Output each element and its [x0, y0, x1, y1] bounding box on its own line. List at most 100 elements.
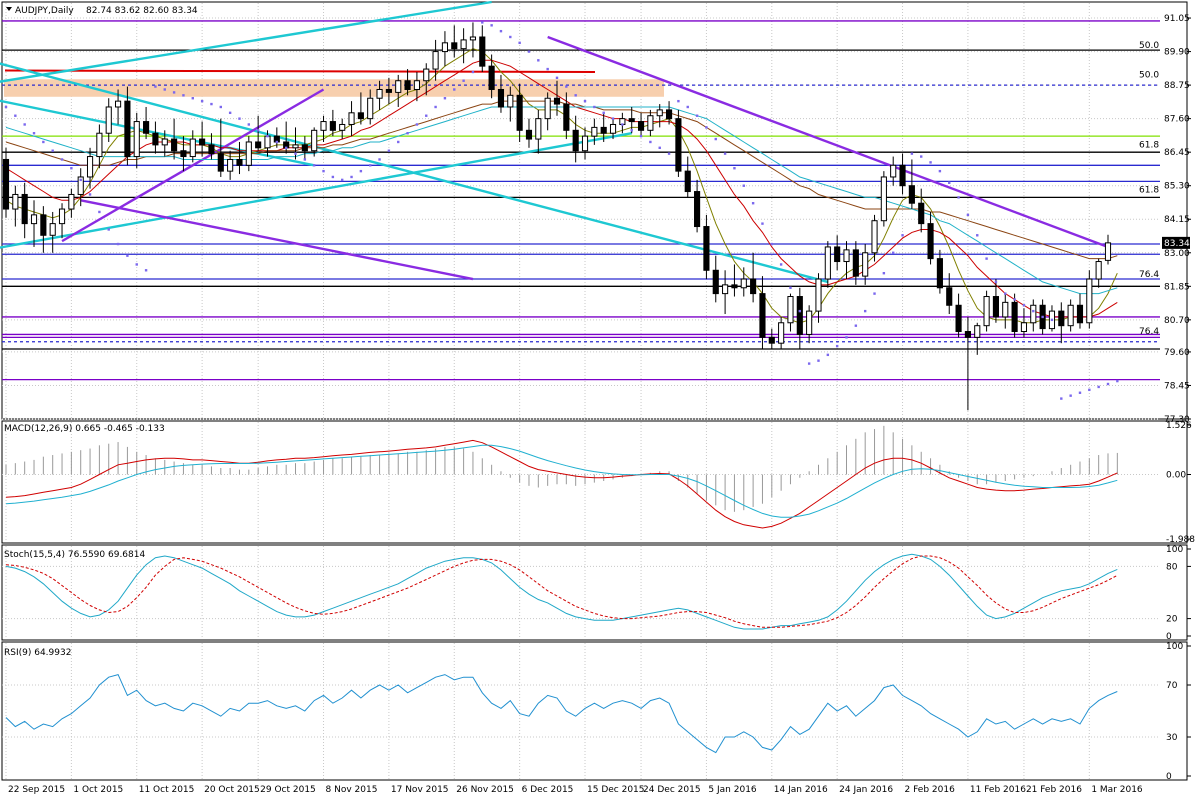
macd-pane[interactable]	[5, 425, 1118, 529]
sar-dot	[154, 85, 157, 88]
price-pane[interactable]	[0, 0, 1160, 411]
fib-label: 50.0	[1139, 41, 1159, 51]
triangle-down-icon[interactable]	[6, 7, 12, 11]
candle	[497, 74, 505, 113]
sar-dot	[79, 178, 82, 182]
candle-body	[750, 278, 757, 295]
candle-body	[1020, 322, 1028, 333]
candle	[703, 214, 710, 280]
x-tick-label: 6 Dec 2015	[522, 785, 574, 795]
y-tick-label: 20	[1166, 615, 1178, 625]
candle-body	[161, 138, 168, 146]
sar-dot	[200, 99, 204, 103]
sar-dot	[1106, 382, 1110, 386]
candle-body	[507, 94, 514, 108]
candle	[553, 80, 561, 116]
trend-line	[0, 132, 632, 249]
candle	[1076, 293, 1084, 329]
candle	[731, 264, 738, 297]
y-tick-label: 88.75	[1164, 81, 1190, 91]
sar-dot	[415, 123, 419, 126]
y-tick-label: 0	[1166, 632, 1172, 642]
y-tick-label: 86.45	[1164, 148, 1190, 158]
candle-body	[40, 214, 47, 236]
candle-body	[983, 296, 990, 327]
sar-dot	[1078, 391, 1082, 394]
candle	[675, 109, 682, 177]
stoch-signal-line	[5, 555, 1118, 628]
candle	[143, 106, 150, 140]
sar-dot	[1041, 315, 1044, 319]
candle-body	[768, 336, 775, 344]
sar-dot	[761, 222, 764, 225]
sar-dot	[593, 105, 596, 109]
candle-body	[759, 293, 766, 338]
candle	[964, 316, 971, 411]
candle-body	[1030, 304, 1037, 324]
candle-body	[572, 129, 579, 152]
sar-dot	[845, 336, 848, 339]
candle-body	[880, 176, 887, 222]
sar-dot	[228, 111, 232, 115]
sar-dot	[350, 175, 353, 179]
candle-body	[376, 88, 383, 99]
sar-dot	[779, 263, 783, 266]
candle	[871, 214, 878, 262]
candle	[469, 22, 477, 58]
y-tick-label: 30	[1166, 733, 1178, 743]
sar-dot	[312, 164, 316, 167]
candle-body	[395, 80, 402, 93]
y-tick-label: 80	[1166, 562, 1178, 572]
stoch-title: Stoch(15,5,4) 76.5590 69.6814	[4, 550, 145, 560]
sar-dot	[462, 79, 465, 82]
candle-body	[1095, 261, 1102, 280]
candle-body	[114, 100, 122, 108]
candle	[105, 98, 112, 142]
candle-body	[843, 249, 850, 263]
candle	[936, 249, 943, 294]
rsi-pane[interactable]	[5, 674, 1118, 754]
candle	[525, 118, 533, 148]
candle-body	[525, 129, 533, 140]
candle	[133, 112, 140, 169]
sar-dot	[303, 158, 307, 161]
rsi-title: RSI(9) 64.9932	[4, 648, 71, 658]
sar-dot	[976, 234, 979, 237]
stoch-pane[interactable]	[5, 553, 1118, 630]
candle	[49, 211, 56, 253]
candle	[40, 206, 47, 253]
candle	[320, 115, 327, 142]
sar-dot	[434, 105, 437, 109]
candle-body	[329, 121, 336, 131]
candle-body	[441, 42, 449, 53]
sar-dot	[639, 134, 643, 138]
candle-body	[460, 39, 467, 50]
sar-dot	[182, 94, 185, 97]
candle-body	[385, 88, 392, 93]
candle-body	[834, 246, 841, 263]
candle-body	[1002, 301, 1009, 318]
candle	[311, 127, 318, 157]
candle	[516, 83, 523, 142]
candle	[946, 273, 953, 315]
sar-dot	[51, 149, 54, 152]
candle	[227, 150, 234, 180]
y-tick-label: 77.30	[1164, 415, 1190, 425]
candle-body	[852, 249, 859, 277]
sar-dot	[60, 158, 64, 161]
x-tick-label: 24 Dec 2015	[643, 785, 701, 795]
candle	[544, 92, 551, 131]
sar-dot	[163, 88, 166, 91]
candle	[376, 80, 383, 110]
candle	[180, 136, 187, 172]
candle	[862, 244, 869, 285]
candle-body	[806, 310, 813, 335]
sar-dot	[1032, 309, 1035, 313]
candle	[880, 171, 887, 227]
candle	[787, 293, 794, 332]
symbol-header[interactable]: AUDJPY,Daily 82.74 83.62 82.60 83.34	[6, 6, 198, 16]
candle	[413, 71, 420, 102]
sar-dot	[733, 167, 736, 170]
sar-dot	[686, 105, 689, 109]
